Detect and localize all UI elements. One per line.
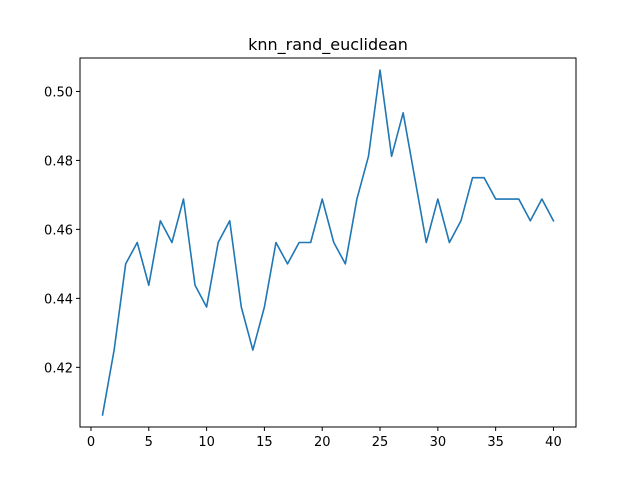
x-tick-label: 25 xyxy=(372,435,389,450)
x-tick-label: 30 xyxy=(430,435,447,450)
y-tick-label: 0.42 xyxy=(44,361,73,376)
x-tick-label: 15 xyxy=(256,435,273,450)
y-tick-label: 0.44 xyxy=(44,292,73,307)
x-tick-label: 20 xyxy=(314,435,331,450)
y-axis: 0.42 0.44 0.46 0.48 0.50 xyxy=(44,85,80,376)
x-tick-label: 5 xyxy=(145,435,153,450)
y-tick-label: 0.48 xyxy=(44,154,73,169)
x-tick-label: 40 xyxy=(545,435,562,450)
x-tick-label: 0 xyxy=(87,435,95,450)
chart-title: knn_rand_euclidean xyxy=(248,35,408,55)
y-tick-label: 0.50 xyxy=(44,85,73,100)
series-line xyxy=(101,69,555,416)
plot-area-frame xyxy=(79,57,577,428)
x-axis: 0 5 10 15 20 25 30 35 40 xyxy=(87,427,562,450)
x-tick-label: 35 xyxy=(487,435,504,450)
x-tick-label: 10 xyxy=(198,435,215,450)
series-layer xyxy=(101,69,555,416)
y-tick-label: 0.46 xyxy=(44,223,73,238)
